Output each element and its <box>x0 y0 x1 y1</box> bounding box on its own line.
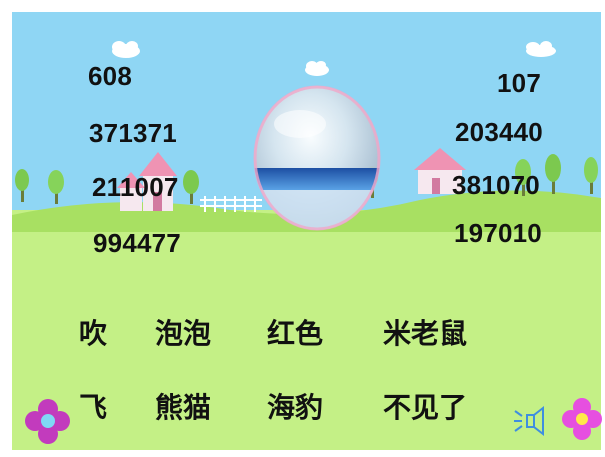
cloud-icon <box>526 41 556 57</box>
number-left-3: 211007 <box>92 172 179 202</box>
number-right-3: 381070 <box>452 170 540 200</box>
fence <box>200 196 262 212</box>
number-right-2: 203440 <box>455 117 543 147</box>
flower-icon <box>25 399 70 444</box>
tree-icon <box>15 169 199 204</box>
word-row1-2[interactable]: 泡泡 <box>155 317 212 350</box>
number-left-1: 608 <box>88 61 132 91</box>
house-icon <box>117 152 177 211</box>
flower-icon <box>562 398 602 440</box>
glass-bubble-icon[interactable] <box>252 84 382 232</box>
speaker-icon[interactable] <box>510 403 550 439</box>
word-row1-4[interactable]: 米老鼠 <box>383 317 468 350</box>
cloud-icon <box>305 61 329 76</box>
word-row2-3[interactable]: 海豹 <box>267 391 324 424</box>
word-row1-3[interactable]: 红色 <box>267 317 324 350</box>
word-row2-1[interactable]: 飞 <box>79 391 108 424</box>
cloud-icon <box>112 41 140 58</box>
word-row1-1[interactable]: 吹 <box>79 317 108 350</box>
word-row2-4[interactable]: 不见了 <box>383 391 468 424</box>
number-left-4: 994477 <box>93 228 181 258</box>
word-row2-2[interactable]: 熊猫 <box>155 391 212 424</box>
house-icon <box>414 148 466 194</box>
number-left-2: 371371 <box>89 118 177 148</box>
number-right-1: 107 <box>497 68 541 98</box>
number-right-4: 197010 <box>454 218 542 248</box>
